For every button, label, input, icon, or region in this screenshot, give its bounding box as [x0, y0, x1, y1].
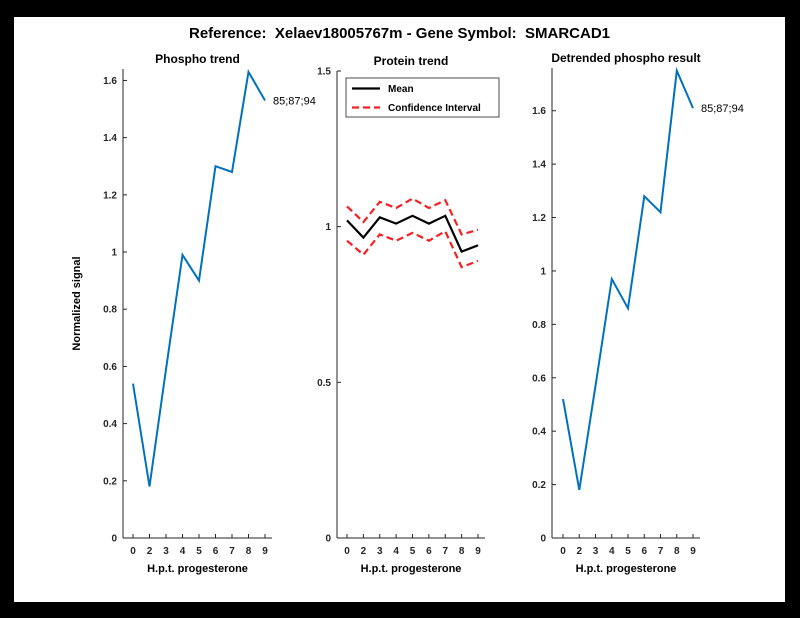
x-tick-label: 3	[593, 546, 599, 557]
x-tick-label: 6	[426, 546, 432, 557]
y-tick-label: 1.4	[532, 160, 546, 171]
y-tick-label: 0	[325, 534, 331, 545]
legend-entry-label: Mean	[388, 84, 414, 95]
x-tick-label: 9	[475, 546, 481, 557]
y-tick-label: 0.8	[103, 305, 117, 316]
x-axis-label: H.p.t. progesterone	[147, 563, 248, 575]
y-tick-label: 1	[111, 248, 117, 259]
figure-window: Reference: Xelaev18005767m - Gene Symbol…	[14, 17, 785, 602]
y-tick-label: 1.6	[103, 76, 117, 87]
y-tick-label: 1.2	[532, 213, 546, 224]
legend-entry-label: Confidence Interval	[388, 103, 481, 114]
series-line	[132, 68, 266, 487]
chart-title: Phospho trend	[155, 52, 240, 66]
y-tick-label: 0.6	[532, 373, 546, 384]
x-tick-label: 5	[625, 546, 631, 557]
x-tick-label: 8	[674, 546, 680, 557]
y-axis-label: Normalized signal	[71, 256, 83, 350]
y-tick-label: 1.6	[532, 106, 546, 117]
x-tick-label: 8	[246, 546, 252, 557]
y-tick-label: 0.6	[103, 362, 117, 373]
x-tick-label: 5	[410, 546, 416, 557]
y-tick-label: 0.4	[532, 427, 546, 438]
y-tick-label: 1	[540, 266, 546, 277]
y-tick-label: 0.4	[103, 419, 117, 430]
chart-1: 00.20.40.60.811.21.41.60 2 3 4 5 6 7 8 9Phospho …	[71, 52, 316, 575]
x-tick-label: 4	[393, 546, 399, 557]
chart-3: 00.20.40.60.811.21.41.60 2 3 4 5 6 7 8 9Detrende…	[532, 51, 744, 575]
x-tick-label: 4	[180, 546, 186, 557]
x-tick-label: 2	[147, 546, 153, 557]
y-tick-label: 1.5	[317, 67, 331, 78]
x-tick-label: 0	[344, 546, 350, 557]
y-tick-label: 0	[111, 534, 117, 545]
y-tick-label: 1.4	[103, 133, 117, 144]
x-tick-label: 2	[576, 546, 582, 557]
plots-canvas: 00.20.40.60.811.21.41.60 2 3 4 5 6 7 8 9Phospho …	[71, 51, 744, 575]
series-line	[346, 197, 479, 236]
x-tick-label: 7	[658, 546, 664, 557]
x-tick-label: 9	[262, 546, 268, 557]
chart-title: Protein trend	[374, 54, 449, 68]
y-tick-label: 0.2	[532, 480, 546, 491]
legend-box: Mean Confidence Interval	[345, 77, 500, 118]
y-tick-label: 0.2	[103, 476, 117, 487]
y-tick-label: 0	[540, 534, 546, 545]
figure-title: Reference: Xelaev18005767m - Gene Symbol…	[188, 25, 610, 42]
y-tick-label: 0.5	[317, 378, 331, 389]
x-tick-label: 9	[690, 546, 696, 557]
x-tick-label: 7	[229, 546, 235, 557]
annotation-label: 85;87;94	[273, 95, 316, 107]
y-tick-label: 0.8	[532, 320, 546, 331]
x-tick-label: 4	[609, 546, 615, 557]
x-tick-label: 5	[196, 546, 202, 557]
annotation-label: 85;87;94	[701, 103, 744, 115]
x-tick-label: 6	[213, 546, 219, 557]
series-line	[346, 214, 479, 253]
x-tick-label: 3	[377, 546, 383, 557]
x-tick-label: 2	[361, 546, 367, 557]
x-tick-label: 3	[163, 546, 169, 557]
series-line	[346, 229, 479, 269]
legend-border	[345, 77, 500, 118]
x-tick-label: 0	[560, 546, 566, 557]
y-tick-label: 1	[325, 222, 331, 233]
x-tick-label: 0	[130, 546, 136, 557]
series-line	[562, 66, 694, 491]
x-tick-label: 6	[641, 546, 647, 557]
x-tick-label: 8	[459, 546, 465, 557]
x-axis-label: H.p.t. progesterone	[576, 563, 677, 575]
x-tick-label: 7	[442, 546, 448, 557]
chart-title: Detrended phospho result	[551, 51, 700, 65]
y-tick-label: 1.2	[103, 190, 117, 201]
x-axis-label: H.p.t. progesterone	[361, 563, 462, 575]
